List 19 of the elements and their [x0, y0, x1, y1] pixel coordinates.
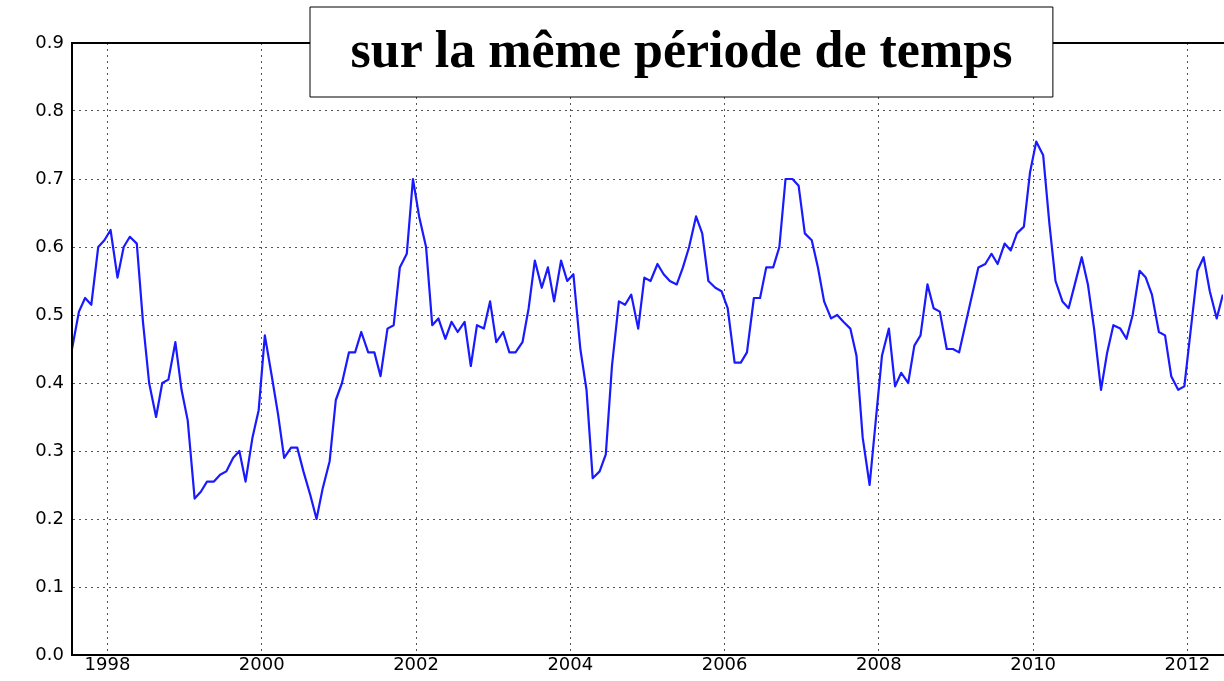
y-tick-label: 0.9 — [35, 30, 64, 52]
y-tick-label: 0.7 — [35, 166, 64, 188]
x-tick-label: 2000 — [238, 653, 285, 675]
y-tick-label: 0.4 — [35, 370, 64, 392]
x-tick-label: 2006 — [701, 653, 748, 675]
y-tick-label: 0.1 — [35, 574, 64, 596]
y-tick-label: 0.6 — [35, 234, 64, 256]
x-tick-label: 2004 — [547, 653, 594, 675]
y-tick-label: 0.0 — [35, 642, 64, 664]
y-tick-label: 0.2 — [35, 506, 64, 528]
x-tick-label: 2008 — [855, 653, 902, 675]
y-tick-label: 0.5 — [35, 302, 64, 324]
y-tick-label: 0.8 — [35, 98, 64, 120]
y-tick-label: 0.3 — [35, 438, 64, 460]
x-tick-label: 2010 — [1010, 653, 1057, 675]
x-tick-label: 1998 — [84, 653, 131, 675]
chart-title: sur la même période de temps — [350, 21, 1013, 79]
x-tick-label: 2002 — [393, 653, 439, 675]
x-tick-label: 2012 — [1164, 653, 1211, 675]
